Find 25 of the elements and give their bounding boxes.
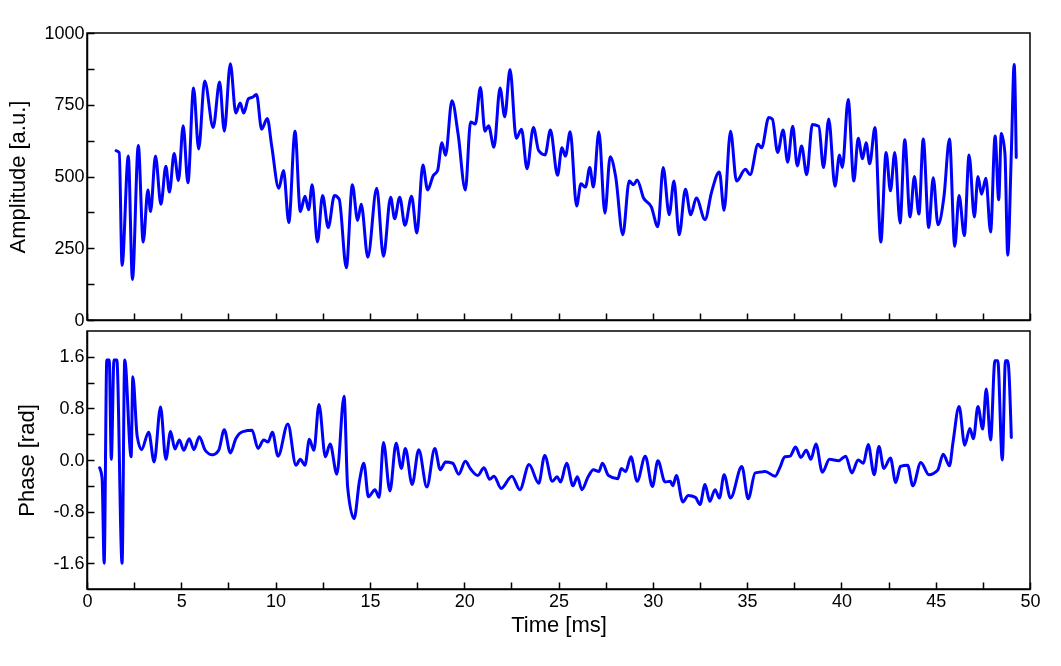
- y-tick-label: 0.8: [59, 397, 85, 418]
- y-tick-label: 250: [54, 237, 85, 258]
- y-tick-label: -1.6: [53, 552, 85, 573]
- y-tick-label: -0.8: [53, 501, 85, 522]
- y-tick-label: 1.6: [59, 346, 85, 367]
- x-tick-label: 10: [266, 590, 287, 611]
- y-tick-label: 750: [54, 94, 85, 115]
- x-tick-label: 45: [926, 590, 947, 611]
- x-tick-label: 25: [548, 590, 570, 611]
- line-series: [114, 62, 1018, 282]
- line-series: [98, 358, 1013, 565]
- y-tick-label: 0.0: [59, 449, 85, 470]
- y-tick-label: 0: [74, 309, 85, 330]
- y-tick-label: 1000: [44, 22, 85, 43]
- y-axis-title: Phase [rad]: [14, 404, 40, 517]
- x-tick-label: 40: [831, 590, 852, 611]
- x-tick-label: 30: [643, 590, 664, 611]
- x-axis-title: Time [ms]: [511, 611, 607, 637]
- x-tick-label: 20: [454, 590, 475, 611]
- x-tick-label: 50: [1020, 590, 1041, 611]
- x-tick-label: 5: [176, 590, 187, 611]
- y-axis-title: Amplitude [a.u.]: [5, 100, 31, 254]
- x-tick-label: 35: [737, 590, 758, 611]
- y-tick-label: 500: [54, 166, 85, 186]
- x-tick-label: 15: [360, 590, 381, 611]
